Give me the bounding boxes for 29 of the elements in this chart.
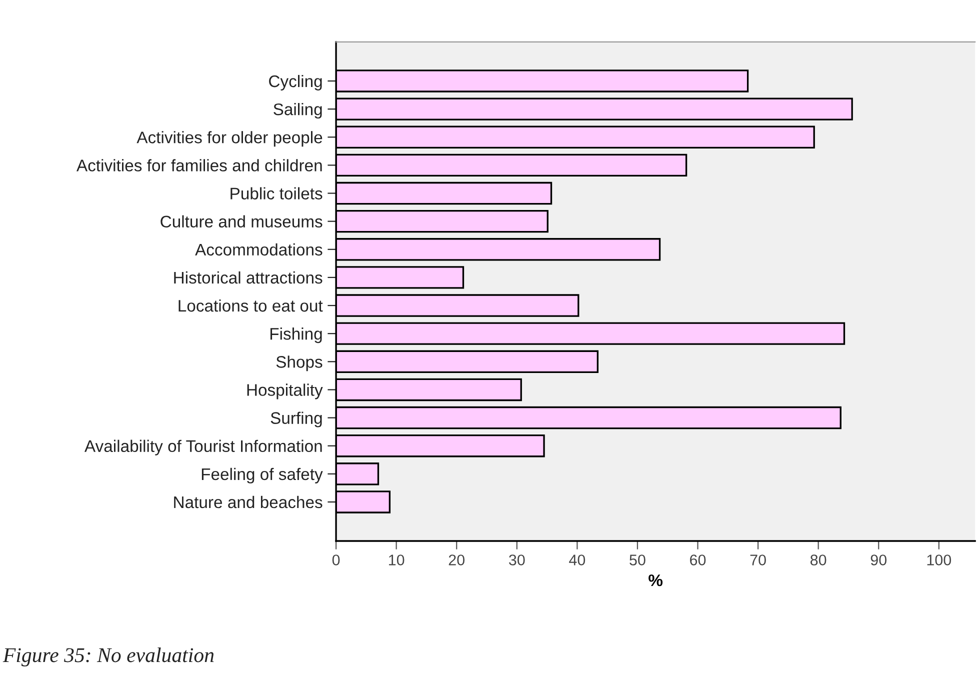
x-tick-label: 80 [810,554,826,566]
y-tick-label: Activities for older people [136,131,322,147]
y-tick-label: Locations to eat out [178,299,323,312]
x-tick-label: 40 [569,554,586,566]
y-tick-label: Historical attractions [174,271,322,284]
y-tick-label: Cycling [269,74,322,90]
y-tick-label: Accommodations [195,243,322,256]
x-tick-label: 100 [927,554,952,566]
y-tick-label: Activities for families and children [76,159,322,172]
y-tick-label: Feeling of safety [202,468,323,484]
y-tick-label: Public toilets [230,187,322,200]
x-tick-label: 10 [388,554,404,566]
y-tick-label: Shops [276,356,322,372]
x-tick-label: 20 [448,554,465,566]
x-tick-label: 70 [750,554,766,566]
caption: Figure 35: No evaluation [2,648,214,666]
x-axis-title: % [648,574,663,586]
y-tick-label: Availability of Tourist Information [84,440,322,456]
x-tick-label: 50 [630,554,646,566]
x-tick-label: 30 [508,554,525,566]
y-tick-label: Surfing [270,412,322,428]
y-tick-label: Hospitality [247,384,323,400]
y-tick-label: Fishing [270,328,322,344]
y-tick-label: Sailing [274,103,322,119]
y-tick-label: Nature and beaches [174,496,322,508]
y-tick-label: Culture and museums [160,215,322,228]
x-tick-label: 60 [690,554,706,566]
x-tick-label: 90 [870,554,887,566]
x-tick-label: 0 [332,554,340,566]
